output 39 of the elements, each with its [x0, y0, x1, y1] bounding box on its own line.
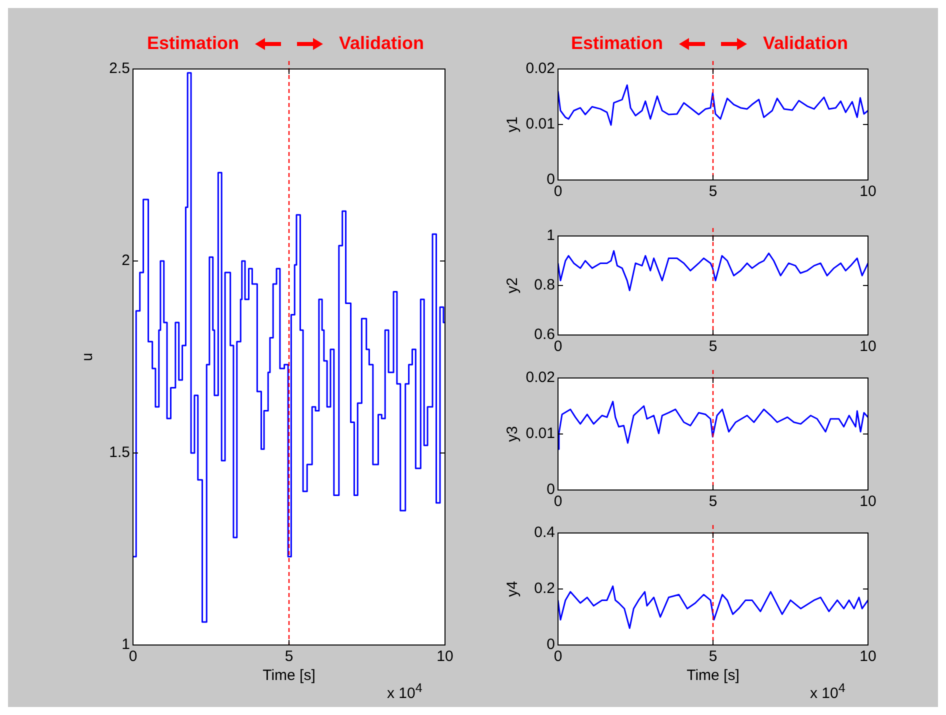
y-tick-label: 0.8 [534, 276, 555, 294]
text: Estimation [570, 33, 663, 54]
x-tick-label: 5 [708, 338, 718, 356]
x-tick-label: 5 [708, 183, 718, 200]
x-tick-label: 5 [708, 493, 718, 510]
y-tick-label: 2.5 [109, 60, 130, 78]
y-axis-title: y1 [504, 116, 522, 132]
y-tick-label: 0.4 [534, 524, 555, 542]
y-tick-label: 1 [546, 227, 555, 244]
x-tick-label: 5 [284, 648, 294, 666]
y-tick-label: 2 [122, 252, 130, 270]
y-tick-label: 0.02 [526, 369, 555, 386]
y-tick-label: 0 [546, 481, 555, 498]
y-tick-label: 0.6 [534, 326, 555, 344]
x-axis-title: Time [s] [686, 667, 740, 684]
text: Validation [763, 33, 848, 54]
x-tick-label: 5 [708, 648, 718, 666]
x-tick-label: 10 [860, 648, 876, 666]
y-tick-label: 1.5 [109, 444, 130, 462]
x-tick-label: 10 [860, 338, 876, 356]
y-tick-label: 0.2 [534, 580, 555, 598]
text: x 10$^{4}$ [810, 681, 846, 702]
y-tick-label: 0.01 [526, 425, 555, 442]
y-tick-label: 1 [122, 636, 130, 654]
y-tick-label: 0.01 [526, 116, 555, 133]
x-tick-label: 10 [860, 183, 876, 200]
y-axis-title: y4 [504, 581, 522, 597]
y-axis-title: u [79, 352, 96, 362]
y-tick-label: 0 [546, 636, 555, 654]
x-axis-title: Time [s] [262, 667, 316, 684]
text: x 10$^{4}$ [387, 681, 422, 702]
y-axis-title: y2 [504, 278, 522, 294]
y-axis-title: y3 [504, 426, 522, 442]
y-tick-label: 0 [546, 171, 555, 188]
x-tick-label: 10 [860, 493, 876, 510]
x-tick-label: 10 [436, 648, 454, 666]
y-tick-label: 0.02 [526, 60, 555, 78]
text: Estimation [146, 33, 239, 54]
text: Validation [339, 33, 424, 54]
